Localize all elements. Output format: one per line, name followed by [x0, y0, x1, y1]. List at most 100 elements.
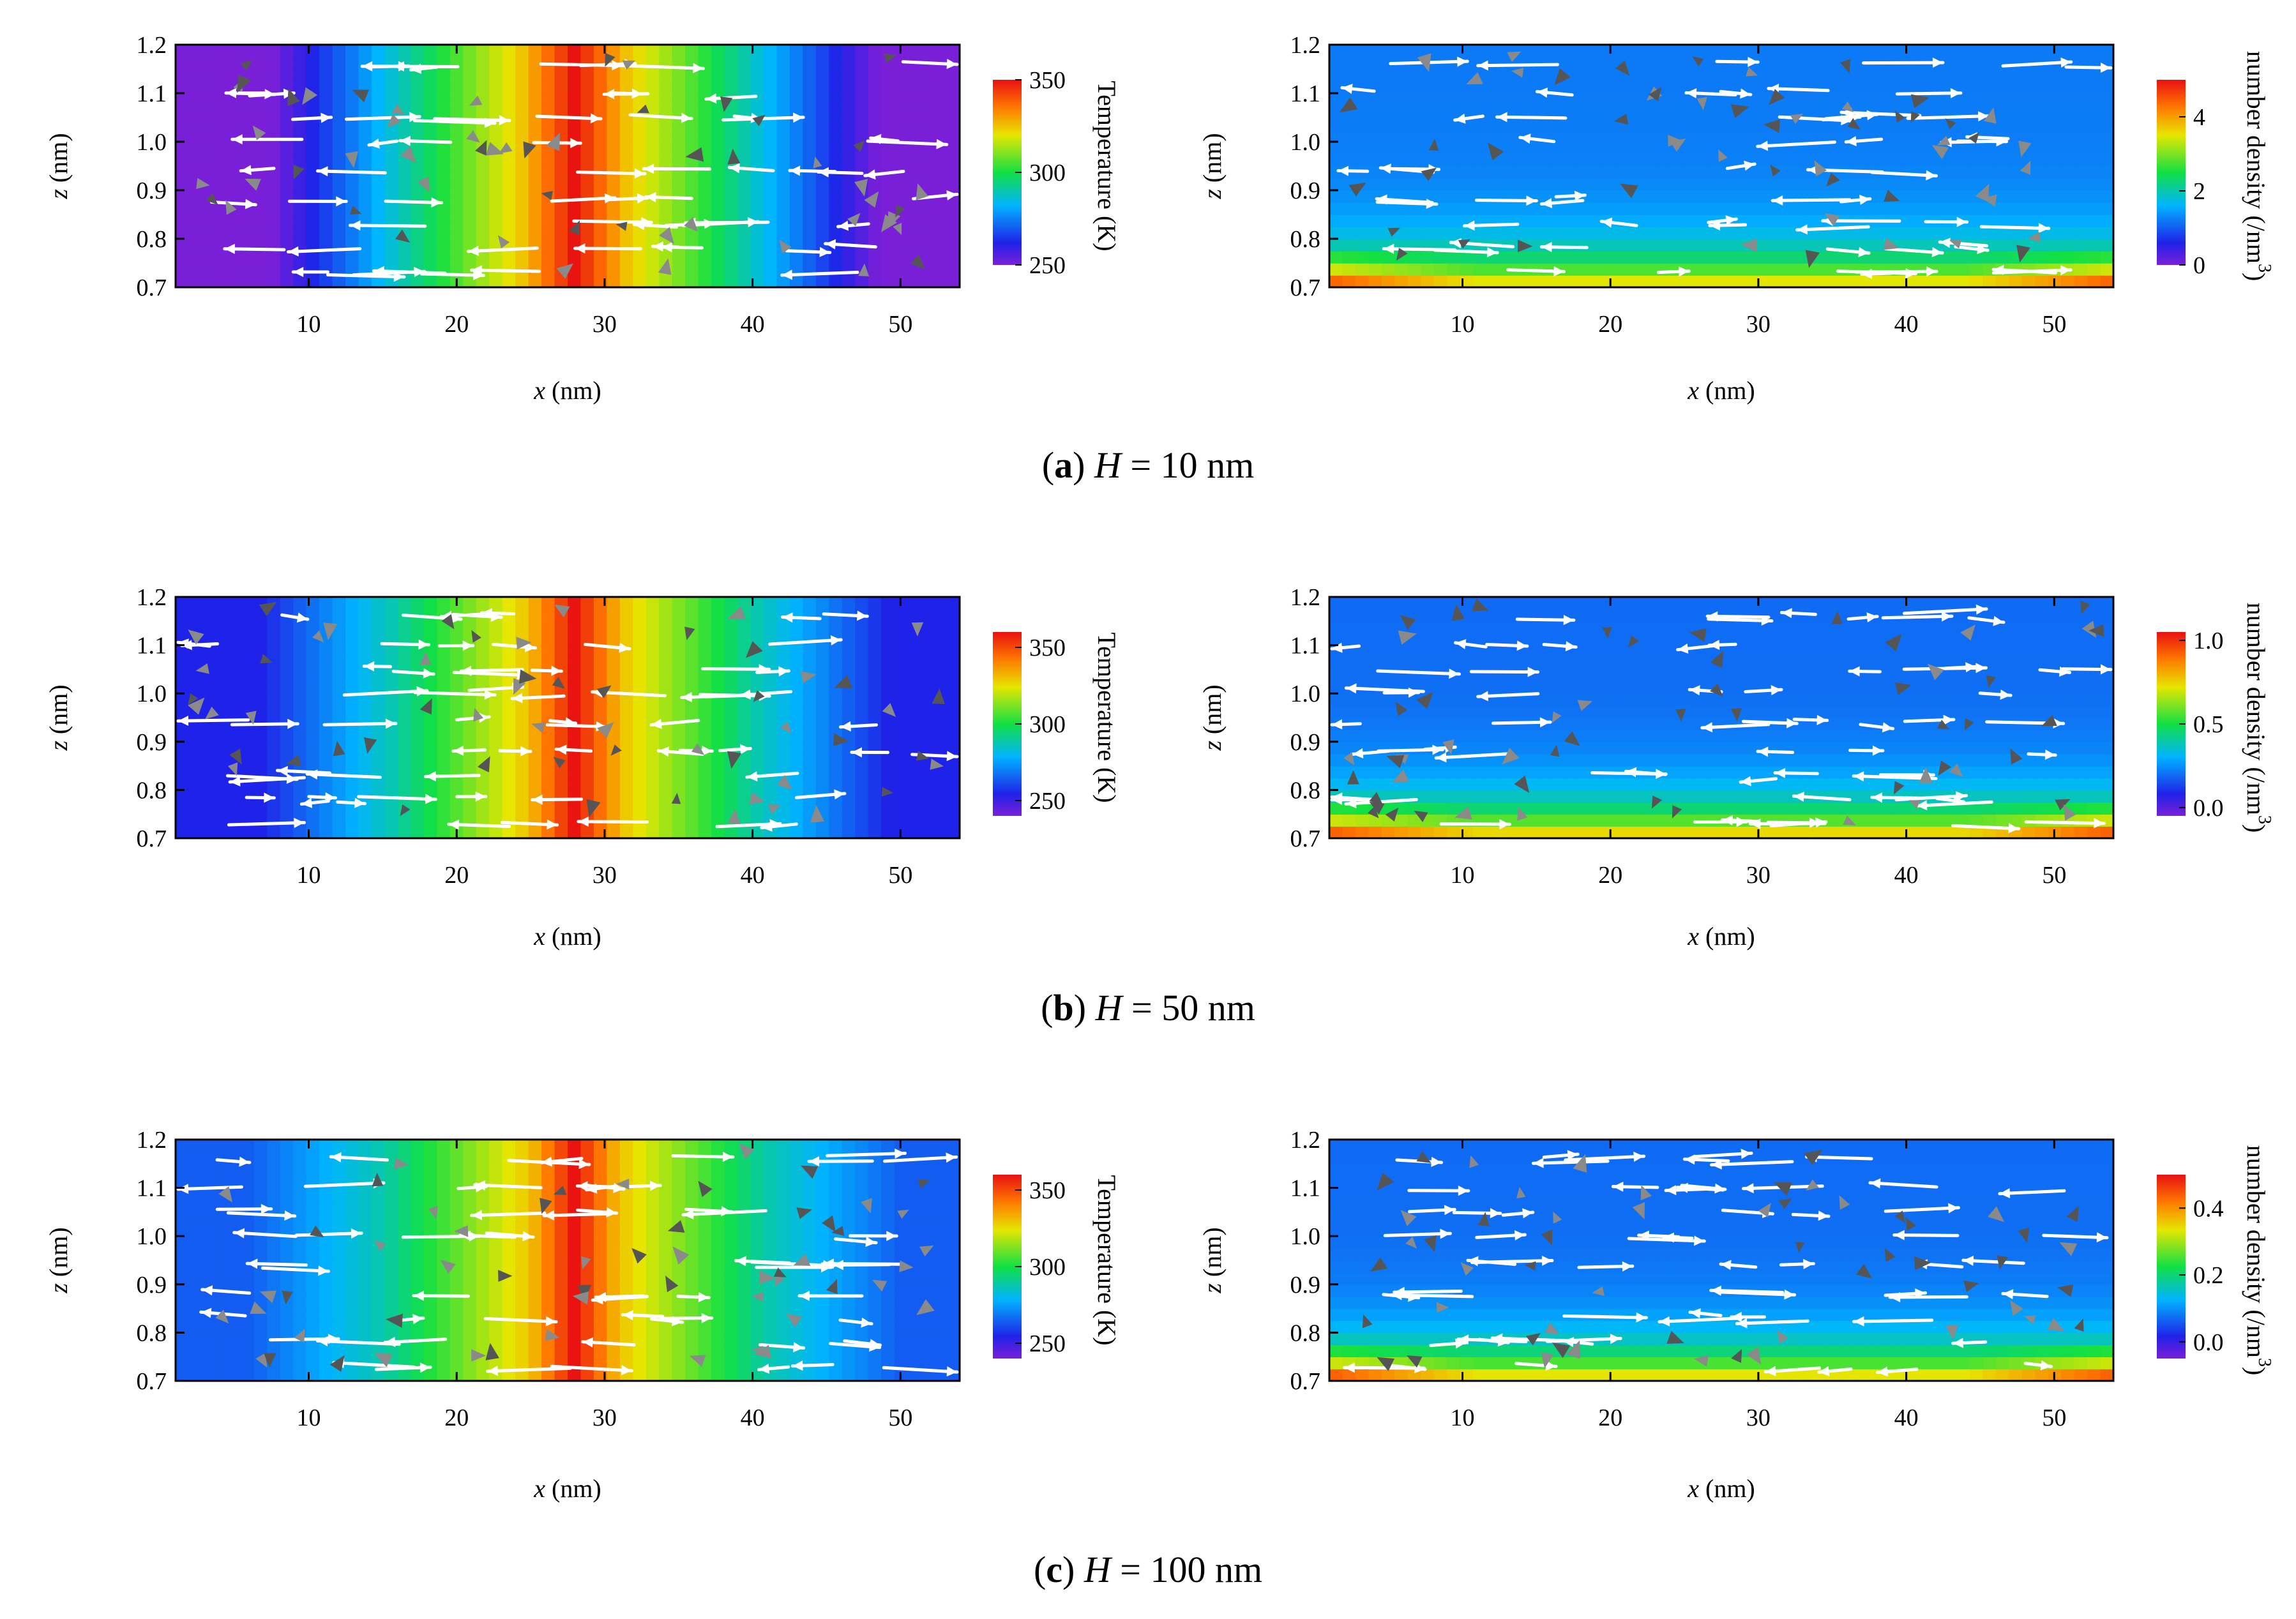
cluster-arrowhead: [659, 227, 674, 245]
heatmap-cell: [711, 608, 725, 622]
heatmap-cell: [646, 621, 660, 634]
heatmap-cell: [619, 202, 634, 215]
heatmap-cell: [1564, 597, 1578, 610]
heatmap-cell: [633, 633, 647, 646]
heatmap-cell: [1447, 45, 1461, 57]
heatmap-cell: [2087, 263, 2101, 276]
heatmap-cell: [280, 729, 294, 742]
heatmap-cell: [1421, 597, 1435, 610]
heatmap-cell: [2035, 69, 2049, 82]
heatmap-cell: [1852, 693, 1866, 706]
heatmap-cell: [176, 190, 190, 203]
heatmap-cell: [176, 645, 190, 658]
heatmap-cell: [946, 778, 960, 791]
heatmap-cell: [1747, 251, 1762, 264]
heatmap-cell: [1747, 705, 1762, 718]
heatmap-cell: [2100, 215, 2114, 227]
heatmap-cell: [1956, 251, 1970, 264]
heatmap-cell: [619, 621, 634, 634]
heatmap-cell: [607, 227, 621, 239]
heatmap-cell: [306, 645, 320, 658]
heatmap-cell: [1695, 778, 1709, 791]
heatmap-cell: [633, 608, 647, 622]
heatmap-cell: [1669, 778, 1683, 791]
heatmap-cell: [1734, 826, 1748, 839]
heatmap-cell: [176, 215, 190, 227]
heatmap-cell: [698, 81, 712, 94]
heatmap-cell: [489, 621, 503, 634]
heatmap-cell: [672, 778, 686, 791]
cluster-arrowhead: [1615, 60, 1630, 76]
heatmap-cell: [1747, 142, 1762, 154]
heatmap-cell: [1617, 275, 1631, 288]
flow-arrow: [209, 199, 257, 209]
heatmap-cell: [1669, 657, 1683, 670]
heatmap-cell: [607, 705, 621, 718]
heatmap-cell: [659, 117, 673, 130]
heatmap-cell: [1956, 166, 1970, 179]
heatmap-cell: [633, 681, 647, 694]
heatmap-cell: [280, 202, 294, 215]
heatmap-cell: [1682, 178, 1696, 191]
heatmap-cell: [1590, 57, 1605, 70]
heatmap-cell: [554, 705, 568, 718]
heatmap-cell: [1329, 778, 1343, 791]
heatmap-cell: [946, 790, 960, 803]
cluster-arrowhead: [847, 213, 861, 227]
heatmap-cell: [1682, 741, 1696, 755]
heatmap-cell: [1878, 729, 1892, 742]
heatmap-cell: [293, 69, 307, 82]
heatmap-cell: [1525, 227, 1539, 239]
heatmap-cell: [711, 69, 725, 82]
heatmap-cell: [1499, 790, 1513, 803]
heatmap-cell: [1421, 621, 1435, 634]
heatmap-cell: [2061, 190, 2075, 203]
heatmap-cell: [1760, 729, 1774, 742]
heatmap-cell: [1721, 45, 1735, 57]
heatmap-cell: [659, 142, 673, 154]
heatmap-cell: [1421, 251, 1435, 264]
heatmap-cell: [1368, 645, 1382, 658]
heatmap-cell: [855, 633, 869, 646]
heatmap-cell: [2074, 130, 2088, 142]
heatmap-cell: [332, 802, 346, 815]
heatmap-cell: [1983, 227, 1997, 239]
heatmap-cell: [1460, 227, 1474, 239]
heatmap-cell: [1747, 105, 1762, 118]
heatmap-cell: [1747, 669, 1762, 682]
heatmap-cell: [933, 202, 948, 215]
heatmap-cell: [267, 657, 281, 670]
heatmap-cell: [724, 45, 738, 57]
heatmap-cell: [1368, 778, 1382, 791]
heatmap-cell: [1956, 81, 1970, 94]
heatmap-cell: [215, 93, 229, 106]
heatmap-cell: [489, 178, 503, 191]
heatmap-cell: [332, 705, 346, 718]
heatmap-cell: [1852, 239, 1866, 252]
heatmap-cell: [411, 753, 425, 767]
heatmap-cell: [1499, 178, 1513, 191]
heatmap-cell: [345, 93, 359, 106]
heatmap-cell: [946, 765, 960, 779]
heatmap-cell: [568, 45, 582, 57]
heatmap-cell: [267, 202, 281, 215]
heatmap-cell: [1643, 154, 1657, 167]
heatmap-cell: [397, 105, 412, 118]
heatmap-cell: [1643, 117, 1657, 130]
heatmap-cell: [332, 215, 346, 227]
heatmap-cell: [1629, 718, 1643, 730]
heatmap-cell: [815, 597, 830, 610]
heatmap-cell: [358, 154, 372, 167]
heatmap-cell: [423, 826, 438, 839]
heatmap-cell: [619, 178, 634, 191]
flow-arrow: [1844, 136, 1884, 147]
heatmap-cell: [541, 81, 555, 94]
heatmap-cell: [1577, 657, 1592, 670]
heatmap-cell: [1617, 621, 1631, 634]
heatmap-cell: [319, 45, 333, 57]
heatmap-cell: [463, 621, 477, 634]
heatmap-cell: [1643, 608, 1657, 622]
heatmap-cell: [803, 239, 817, 252]
heatmap-cell: [1839, 251, 1853, 264]
flow-arrow: [1599, 217, 1638, 228]
